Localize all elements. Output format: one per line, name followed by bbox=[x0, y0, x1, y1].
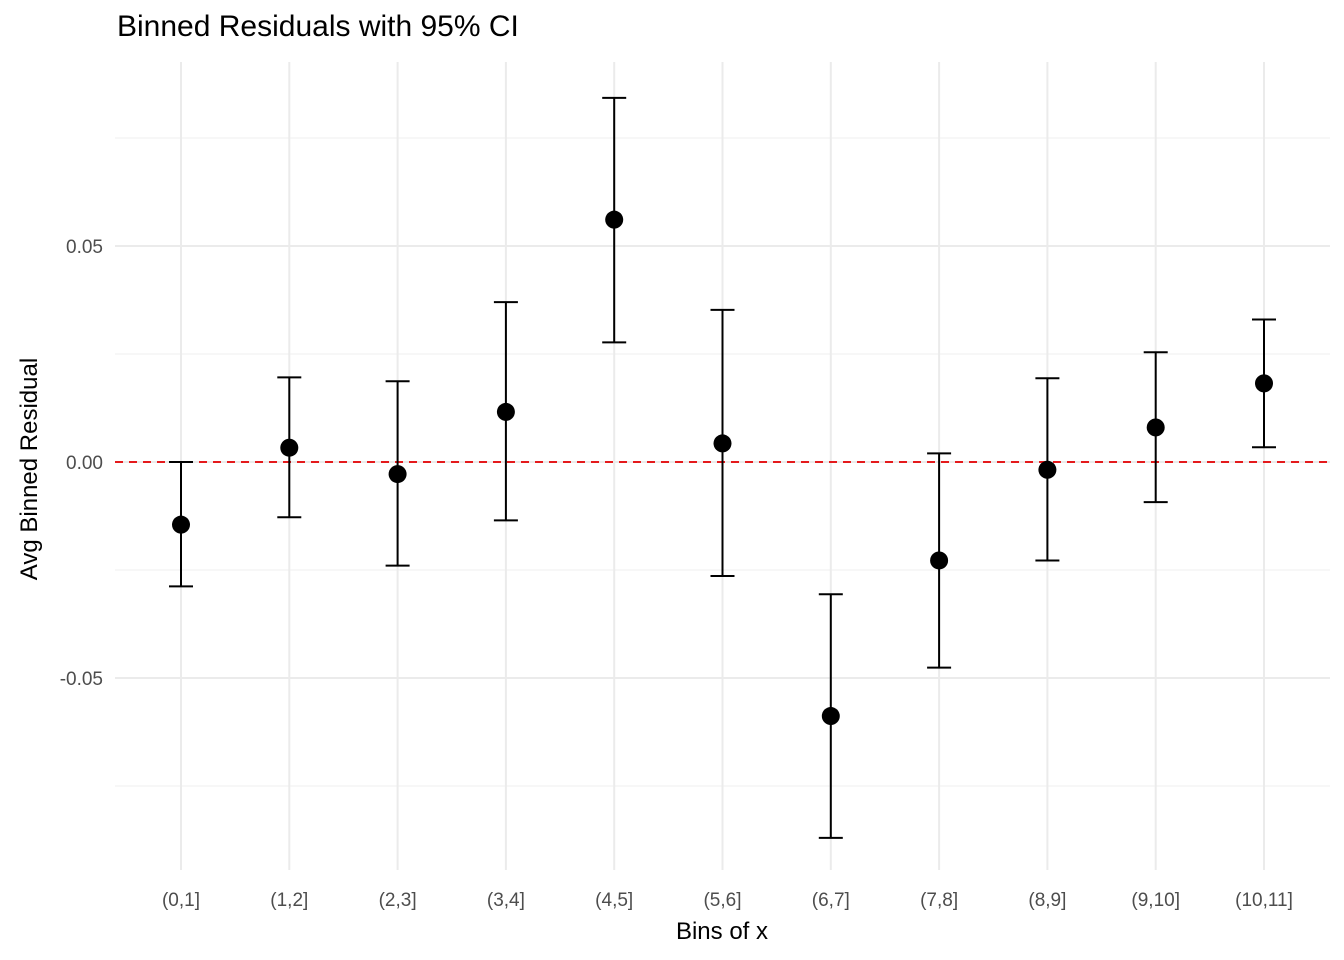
y-tick-label: 0.05 bbox=[66, 237, 103, 258]
x-tick-label: (6,7] bbox=[812, 890, 850, 911]
data-point bbox=[930, 551, 949, 570]
data-point bbox=[1146, 418, 1165, 437]
chart-title: Binned Residuals with 95% CI bbox=[117, 10, 519, 43]
data-point bbox=[496, 402, 515, 421]
data-point bbox=[821, 707, 840, 726]
x-tick-label: (10,11] bbox=[1235, 890, 1293, 911]
data-point bbox=[388, 465, 407, 484]
x-tick-label: (5,6] bbox=[703, 890, 741, 911]
y-tick-label: 0.00 bbox=[66, 453, 103, 474]
y-axis-title: Avg Binned Residual bbox=[16, 358, 43, 580]
data-point bbox=[1255, 374, 1273, 393]
x-tick-label: (2,3] bbox=[379, 890, 417, 911]
x-tick-label: (3,4] bbox=[487, 890, 525, 911]
data-points bbox=[172, 210, 1273, 726]
data-point bbox=[172, 515, 190, 534]
data-point bbox=[713, 434, 732, 453]
data-point bbox=[280, 438, 299, 457]
x-axis-title: Bins of x bbox=[676, 918, 768, 945]
x-tick-label: (8,9] bbox=[1028, 890, 1066, 911]
data-point bbox=[605, 210, 624, 229]
x-tick-label: (0,1] bbox=[162, 890, 200, 911]
x-tick-label: (9,10] bbox=[1131, 890, 1180, 911]
x-axis-ticks: (0,1] (1,2] (2,3] (3,4] (4,5] (5,6] (6,7] (7,8]… bbox=[162, 890, 1293, 911]
y-tick-label: -0.05 bbox=[60, 669, 103, 690]
data-point bbox=[1038, 460, 1057, 479]
x-tick-label: (1,2] bbox=[270, 890, 308, 911]
x-tick-label: (7,8] bbox=[920, 890, 958, 911]
y-axis-ticks: -0.05 0.00 0.05 bbox=[60, 237, 103, 690]
x-tick-label: (4,5] bbox=[595, 890, 633, 911]
